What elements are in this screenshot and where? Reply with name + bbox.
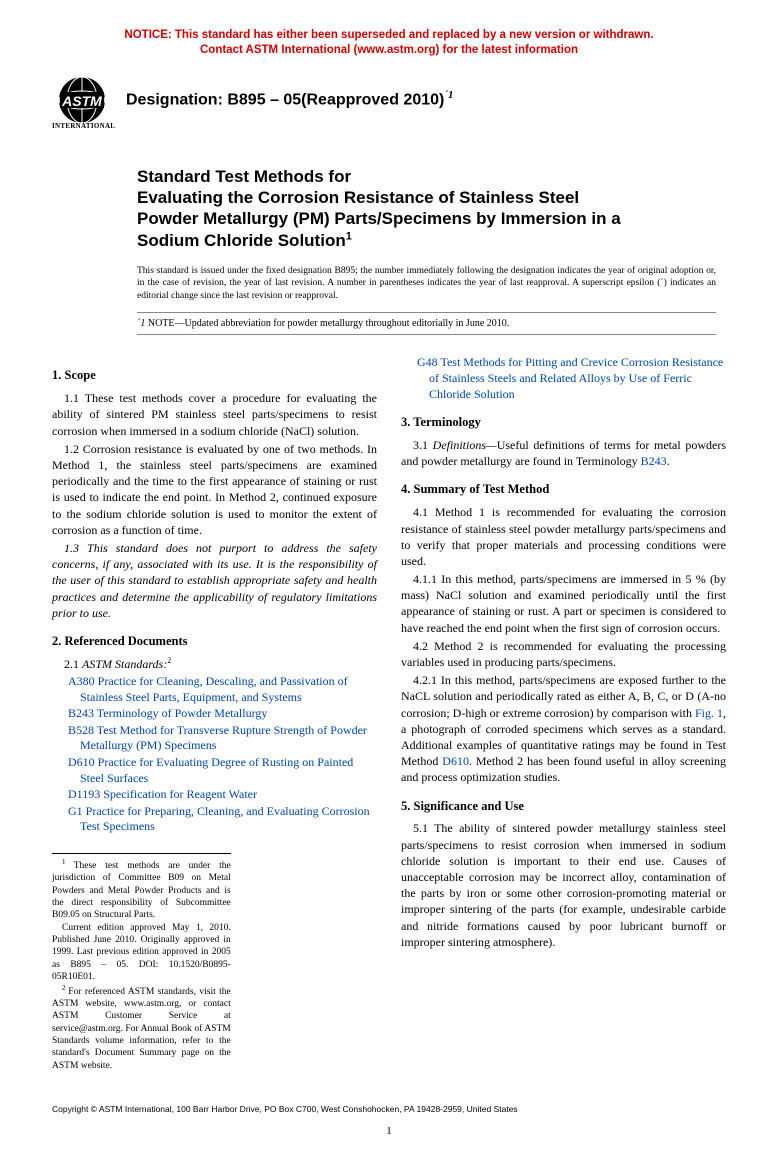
page-number: 1 xyxy=(52,1124,726,1139)
document-header: ASTM INTERNATIONAL Designation: B895 – 0… xyxy=(52,76,726,134)
inline-link-b243[interactable]: B243 xyxy=(641,454,667,468)
notice-banner: NOTICE: This standard has either been su… xyxy=(52,28,726,58)
ref-a380: A380 Practice for Cleaning, Descaling, a… xyxy=(52,674,377,705)
ref-d610: D610 Practice for Evaluating Degree of R… xyxy=(52,755,377,786)
ref-d1193: D1193 Specification for Reagent Water xyxy=(52,787,377,803)
ref-code[interactable]: D1193 xyxy=(68,787,100,801)
ref-text[interactable]: Test Methods for Pitting and Crevice Cor… xyxy=(429,355,723,400)
ref-text[interactable]: Practice for Evaluating Degree of Rustin… xyxy=(80,755,353,785)
scope-1-1: 1.1 These test methods cover a procedure… xyxy=(52,390,377,439)
scope-1-2: 1.2 Corrosion resistance is evaluated by… xyxy=(52,441,377,538)
refdocs-heading: 2. Referenced Documents xyxy=(52,633,377,650)
footnote-1: 1 These test methods are under the juris… xyxy=(52,858,231,922)
terminology-3-1: 3.1 Definitions—Useful definitions of te… xyxy=(401,437,726,469)
refdocs-2-1: 2.1 ASTM Standards:2 xyxy=(52,656,377,672)
boilerplate-text: This standard is issued under the fixed … xyxy=(137,265,726,302)
copyright-line: Copyright © ASTM International, 100 Barr… xyxy=(52,1104,726,1115)
designation-epsilon: ´1 xyxy=(444,89,453,101)
ref-text[interactable]: Practice for Preparing, Cleaning, and Ev… xyxy=(80,804,370,834)
logo-international: INTERNATIONAL xyxy=(52,122,112,131)
designation: Designation: B895 – 05(Reapproved 2010)´… xyxy=(126,76,454,111)
ref-code[interactable]: D610 xyxy=(68,755,95,769)
ref-code[interactable]: G1 xyxy=(68,804,83,818)
significance-5-1: 5.1 The ability of sintered powder metal… xyxy=(401,820,726,950)
epsilon-text: Updated abbreviation for powder metallur… xyxy=(185,318,510,329)
footnotes: 1 These test methods are under the juris… xyxy=(52,853,231,1072)
summary-4-1-1: 4.1.1 In this method, parts/specimens ar… xyxy=(401,571,726,636)
footnote-1b: Current edition approved May 1, 2010. Pu… xyxy=(52,922,231,984)
significance-heading: 5. Significance and Use xyxy=(401,798,726,815)
ref-b243: B243 Terminology of Powder Metallurgy xyxy=(52,706,377,722)
title-line3: Powder Metallurgy (PM) Parts/Specimens b… xyxy=(137,208,726,229)
designation-label: Designation: B895 – 05(Reapproved 2010) xyxy=(126,91,444,108)
summary-4-1: 4.1 Method 1 is recommended for evaluati… xyxy=(401,504,726,569)
ref-g48: G48 Test Methods for Pitting and Crevice… xyxy=(401,355,726,402)
summary-4-2: 4.2 Method 2 is recommended for evaluati… xyxy=(401,638,726,670)
epsilon-note: ´1 NOTE—Updated abbreviation for powder … xyxy=(137,312,716,336)
epsilon-label: NOTE— xyxy=(145,318,184,329)
notice-line1: NOTICE: This standard has either been su… xyxy=(124,29,653,41)
title-line1: Standard Test Methods for xyxy=(137,166,726,187)
ref-text[interactable]: Terminology of Powder Metallurgy xyxy=(94,706,267,720)
document-title: Standard Test Methods for Evaluating the… xyxy=(137,166,726,251)
ref-code[interactable]: B243 xyxy=(68,706,94,720)
content-columns: 1. Scope 1.1 These test methods cover a … xyxy=(52,355,726,1072)
right-column: G48 Test Methods for Pitting and Crevice… xyxy=(401,355,726,1072)
terminology-heading: 3. Terminology xyxy=(401,414,726,431)
ref-text[interactable]: Practice for Cleaning, Descaling, and Pa… xyxy=(80,674,348,704)
ref-code[interactable]: B528 xyxy=(68,723,94,737)
footnote-2: 2 For referenced ASTM standards, visit t… xyxy=(52,984,231,1073)
inline-link-fig1[interactable]: Fig. 1 xyxy=(695,706,723,720)
ref-code[interactable]: A380 xyxy=(68,674,95,688)
svg-text:ASTM: ASTM xyxy=(61,93,102,109)
title-line2: Evaluating the Corrosion Resistance of S… xyxy=(137,187,726,208)
inline-link-d610[interactable]: D610 xyxy=(442,754,469,768)
ref-code[interactable]: G48 xyxy=(417,355,438,369)
summary-4-2-1: 4.2.1 In this method, parts/specimens ar… xyxy=(401,672,726,785)
ref-g1: G1 Practice for Preparing, Cleaning, and… xyxy=(52,804,377,835)
ref-text[interactable]: Test Method for Transverse Rupture Stren… xyxy=(80,723,367,753)
ref-b528: B528 Test Method for Transverse Rupture … xyxy=(52,723,377,754)
astm-logo: ASTM INTERNATIONAL xyxy=(52,76,112,134)
ref-text[interactable]: Specification for Reagent Water xyxy=(100,787,257,801)
scope-1-3: 1.3 This standard does not purport to ad… xyxy=(52,540,377,621)
title-line4: Sodium Chloride Solution1 xyxy=(137,230,726,251)
scope-heading: 1. Scope xyxy=(52,367,377,384)
summary-heading: 4. Summary of Test Method xyxy=(401,481,726,498)
notice-line2: Contact ASTM International (www.astm.org… xyxy=(200,44,578,56)
left-column: 1. Scope 1.1 These test methods cover a … xyxy=(52,355,377,1072)
